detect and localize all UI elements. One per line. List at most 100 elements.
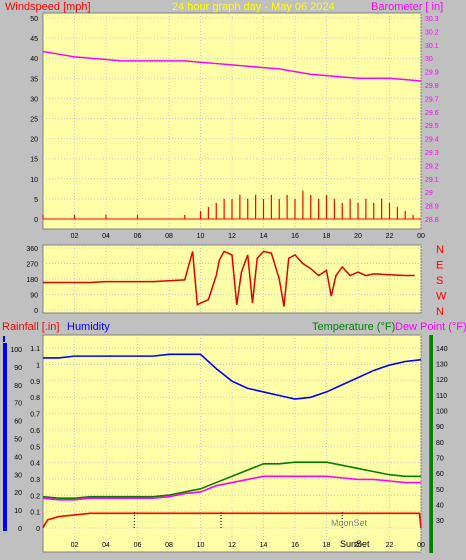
temperature-line [42, 461, 421, 500]
humidity-tick-label: 100 [10, 347, 22, 354]
panel3-series [42, 353, 422, 529]
humidity-scale-bar [3, 343, 7, 531]
barometer-tick-label: 30.3 [425, 16, 439, 23]
panel3-hour-tick-label: 20 [354, 542, 362, 549]
panel3-hour-tick-label: 04 [102, 542, 110, 549]
panel1-hour-tick-label: 00 [417, 233, 425, 240]
panel2-grid [43, 245, 422, 313]
sunset-annotation: SunSet [340, 539, 370, 549]
panel3-hour-tick-label: 00 [417, 542, 425, 549]
compass-direction-label: N [436, 306, 444, 318]
humidity-tick-label: 20 [14, 490, 22, 497]
rainfall-tick-label: 0.4 [30, 461, 40, 468]
rainfall-tick-label: 0 [36, 526, 40, 533]
barometer-tick-label: 29.1 [425, 177, 439, 184]
windspeed-tick-label: 45 [30, 36, 38, 43]
windspeed-tick-label: 35 [30, 76, 38, 83]
temperature-scale-bar [430, 335, 433, 553]
barometer-line [42, 50, 422, 82]
panel1-hour-tick-label: 08 [165, 233, 173, 240]
humidity-tick-label: 70 [14, 401, 22, 408]
panel3-hour-tick-label: 12 [228, 542, 236, 549]
panel3-hour-tick-label: 18 [323, 542, 331, 549]
humidity-tick-label: 30 [14, 472, 22, 479]
temperature-tick-label: 90 [436, 424, 444, 431]
panel3-grid [43, 335, 422, 552]
panel2-series [43, 250, 415, 307]
windspeed-tick-label: 50 [30, 16, 38, 23]
compass-direction-label: W [436, 291, 447, 303]
windspeed-tick-label: 0 [34, 217, 38, 224]
rainfall-tick-label: 1 [36, 363, 40, 370]
panel1-hour-tick-label: 12 [228, 233, 236, 240]
panel3-hour-tick-label: 14 [260, 542, 268, 549]
moonset-annotation: MoonSet [331, 518, 368, 528]
barometer-tick-label: 28.8 [425, 217, 439, 224]
direction-tick-label: 360 [26, 246, 38, 253]
rainfall-tick-label: 0.3 [30, 477, 40, 484]
panel1-series [42, 50, 422, 220]
temperature-tick-label: 80 [436, 440, 444, 447]
compass-direction-label: S [436, 275, 443, 287]
humidity-tick-label: 60 [14, 419, 22, 426]
temperature-tick-label: 130 [436, 362, 448, 369]
temperature-tick-label: 70 [436, 456, 444, 463]
panel2-ticks: 0 N 90 W 180 S 270 E 360 N [26, 244, 447, 318]
panel1-hour-tick-label: 16 [291, 233, 299, 240]
windspeed-tick-label: 15 [30, 157, 38, 164]
humidity-scale-arrow [3, 336, 5, 342]
direction-tick-label: 90 [30, 293, 38, 300]
panel3-hour-tick-label: 16 [291, 542, 299, 549]
direction-tick-label: 0 [34, 308, 38, 315]
barometer-tick-label: 30.2 [425, 29, 439, 36]
barometer-tick-label: 29.2 [425, 163, 439, 170]
graph-date-title: 24 hour graph day - May 06 2024 [172, 1, 335, 13]
humidity-axis-label: Humidity [67, 321, 110, 333]
temperature-tick-label: 40 [436, 503, 444, 510]
panel1-hour-tick-label: 02 [71, 233, 79, 240]
humidity-tick-label: 50 [14, 436, 22, 443]
panel1-ticks: 0 5 10 15 20 25 30 35 40 45 50 28.8 28.9 29 29.1 29.2 29… [30, 16, 439, 240]
rainfall-tick-label: 0.1 [30, 510, 40, 517]
temperature-tick-label: 50 [436, 487, 444, 494]
panel1-hour-tick-label: 14 [260, 233, 268, 240]
temperature-tick-label: 120 [436, 377, 448, 384]
humidity-line [43, 353, 422, 400]
panel3-hour-tick-label: 10 [197, 542, 205, 549]
panel1-hour-tick-label: 10 [197, 233, 205, 240]
windspeed-tick-label: 40 [30, 56, 38, 63]
windspeed-tick-label: 5 [34, 197, 38, 204]
panel1-hour-tick-label: 20 [354, 233, 362, 240]
barometer-tick-label: 29 [425, 190, 433, 197]
windspeed-axis-label: Windspeed [mph] [5, 1, 91, 13]
windspeed-tick-label: 20 [30, 137, 38, 144]
dewpoint-line [42, 475, 421, 501]
barometer-tick-label: 29.5 [425, 123, 439, 130]
barometer-tick-label: 29.8 [425, 83, 439, 90]
rainfall-tick-label: 1.1 [30, 346, 40, 353]
humidity-tick-label: 0 [18, 526, 22, 533]
temperature-tick-label: 140 [436, 346, 448, 353]
barometer-tick-label: 29.9 [425, 70, 439, 77]
panel3-hour-tick-label: 08 [165, 542, 173, 549]
humidity-tick-label: 80 [14, 383, 22, 390]
temperature-tick-label: 60 [436, 471, 444, 478]
windspeed-tick-label: 10 [30, 177, 38, 184]
barometer-tick-label: 29.3 [425, 150, 439, 157]
panel1-hour-tick-label: 18 [323, 233, 331, 240]
rainfall-axis-label: Rainfall [.in] [2, 321, 59, 333]
dewpoint-axis-label: Dew Point (°F) [395, 321, 466, 333]
panel1-hour-tick-label: 22 [386, 233, 394, 240]
temperature-tick-label: 110 [436, 393, 447, 400]
rainfall-tick-label: 0.5 [30, 444, 40, 451]
panel3-ticks: 0 0.1 0.2 0.3 0.4 0.5 0.6 0.7 0.8 0.9 1 1.1 0 10 20 30 4… [10, 346, 447, 549]
barometer-tick-label: 30.1 [425, 43, 439, 50]
humidity-tick-label: 90 [14, 365, 22, 372]
barometer-tick-label: 30 [425, 56, 433, 63]
direction-tick-label: 180 [26, 277, 38, 284]
windspeed-tick-label: 30 [30, 96, 38, 103]
panel1-hour-tick-label: 06 [134, 233, 142, 240]
direction-tick-label: 270 [26, 262, 38, 269]
rainfall-tick-label: 0.2 [30, 493, 40, 500]
